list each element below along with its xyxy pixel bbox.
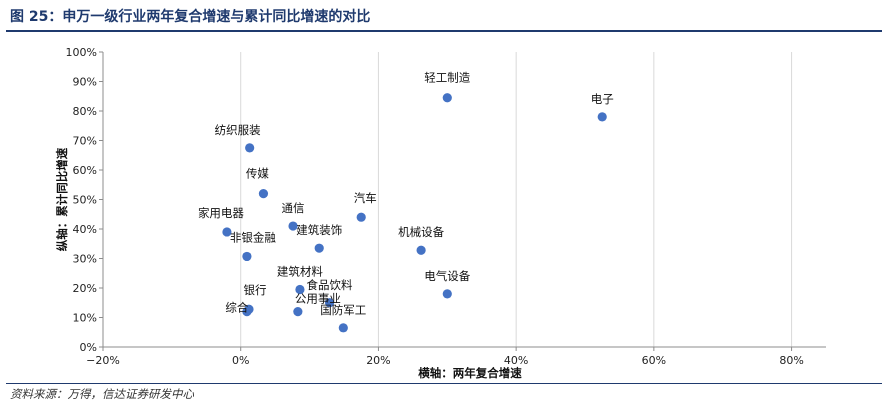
x-tick-label: 80%: [779, 354, 803, 367]
point-label: 机械设备: [398, 225, 444, 239]
data-point: [356, 212, 366, 222]
data-point: [258, 189, 269, 199]
source-divider: [6, 383, 882, 384]
y-tick-label: 70%: [73, 135, 97, 148]
data-point: [442, 289, 452, 299]
y-tick-label: 40%: [73, 223, 97, 236]
data-point: [597, 112, 607, 122]
scatter-chart: 0%10%20%30%40%50%60%70%80%90%100%−20% 0% 2…: [55, 46, 826, 380]
data-point: [222, 227, 232, 237]
point-label: 食品饮料: [307, 278, 353, 292]
data-point: [442, 93, 452, 103]
data-point: [242, 307, 252, 317]
y-tick-label: 10%: [73, 312, 97, 325]
data-point: [295, 284, 305, 295]
source-note: 资料来源：万得，信达证券研发中心: [10, 387, 194, 401]
x-tick-label: 20%: [366, 354, 390, 367]
x-tick-label: 60%: [642, 354, 666, 367]
point-label: 纺织服装: [215, 123, 261, 137]
title-divider: [6, 30, 882, 32]
point-label: 公用事业: [295, 292, 341, 306]
point-label: 轻工制造: [424, 71, 470, 85]
data-point: [293, 307, 303, 317]
x-axis-title: 横轴：两年复合增速: [418, 366, 522, 380]
point-label: 建筑装饰: [296, 223, 342, 237]
point-label: 建筑材料: [277, 264, 323, 278]
point-label: 通信: [282, 201, 305, 215]
y-tick-label: 0%: [80, 341, 97, 354]
x-tick-label: 0%: [232, 354, 249, 367]
point-label: 汽车: [354, 191, 377, 205]
point-label: 家用电器: [198, 206, 244, 220]
y-tick-label: 60%: [73, 164, 97, 177]
data-point: [242, 251, 252, 262]
y-tick-label: 100%: [66, 46, 97, 59]
point-label: 银行: [243, 283, 266, 297]
data-point: [416, 245, 426, 255]
point-label: 非银金融: [230, 230, 276, 244]
y-tick-label: 80%: [73, 105, 97, 118]
data-point: [245, 143, 255, 153]
y-tick-label: 50%: [73, 194, 97, 207]
point-label: 国防军工: [320, 303, 366, 317]
figure-title: 图 25：申万一级行业两年复合增速与累计同比增速的对比: [10, 9, 371, 25]
y-tick-label: 30%: [73, 253, 97, 266]
x-tick-label: 40%: [504, 354, 528, 367]
point-label: 电子: [591, 92, 614, 106]
point-label: 传媒: [246, 167, 269, 181]
y-tick-label: 20%: [73, 282, 97, 295]
point-label: 电气设备: [424, 269, 470, 283]
point-label: 综合: [225, 301, 248, 315]
x-tick-label: −20%: [86, 354, 120, 367]
data-point: [338, 323, 348, 333]
y-tick-label: 90%: [73, 76, 97, 89]
data-point: [288, 221, 298, 231]
y-axis-title: 纵轴：累计同比增速: [55, 147, 69, 251]
data-point: [324, 298, 335, 308]
data-point: [314, 243, 324, 253]
